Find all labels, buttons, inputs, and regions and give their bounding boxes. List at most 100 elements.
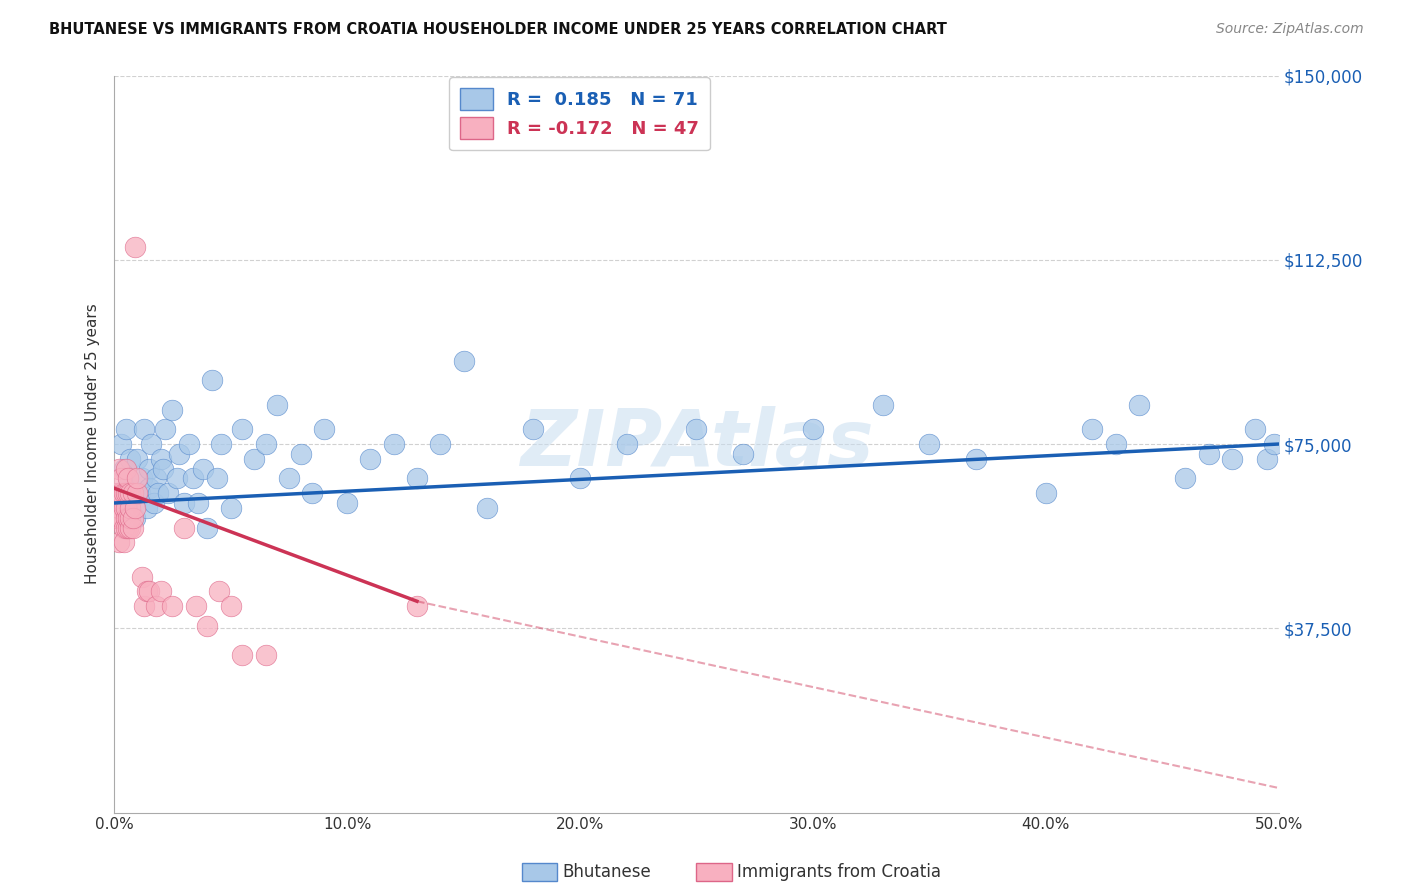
Point [162, 599, 184, 614]
Point [114, 520, 136, 534]
Point [453, 353, 475, 368]
Point [406, 599, 429, 614]
Point [135, 584, 157, 599]
Point [121, 486, 143, 500]
Point [121, 520, 143, 534]
Point [685, 422, 707, 436]
Point [135, 500, 157, 515]
Point [219, 500, 242, 515]
Point [124, 500, 146, 515]
Point [121, 510, 143, 524]
Point [382, 437, 405, 451]
Point [1128, 398, 1150, 412]
Text: ZIPAtlas: ZIPAtlas [520, 406, 873, 482]
Point [120, 520, 142, 534]
Point [114, 486, 136, 500]
Point [177, 437, 200, 451]
Point [117, 471, 139, 485]
Point [108, 486, 131, 500]
Point [1198, 447, 1220, 461]
Point [110, 437, 132, 451]
Point [114, 422, 136, 436]
Point [918, 437, 941, 451]
Point [243, 451, 266, 466]
Point [169, 447, 191, 461]
Point [965, 451, 987, 466]
Text: BHUTANESE VS IMMIGRANTS FROM CROATIA HOUSEHOLDER INCOME UNDER 25 YEARS CORRELATI: BHUTANESE VS IMMIGRANTS FROM CROATIA HOU… [49, 22, 948, 37]
Point [120, 500, 142, 515]
Point [312, 422, 335, 436]
Point [134, 422, 156, 436]
Point [138, 461, 160, 475]
Point [121, 486, 143, 500]
Point [231, 422, 253, 436]
Point [120, 486, 142, 500]
Point [1263, 437, 1285, 451]
Point [108, 500, 131, 515]
Point [124, 240, 146, 254]
Point [406, 471, 429, 485]
Point [112, 500, 135, 515]
Point [205, 471, 228, 485]
Point [142, 496, 165, 510]
Y-axis label: Householder Income Under 25 years: Householder Income Under 25 years [86, 303, 100, 584]
Point [152, 461, 174, 475]
Point [184, 599, 207, 614]
Point [173, 496, 195, 510]
Point [336, 496, 359, 510]
Point [162, 402, 184, 417]
Point [105, 486, 128, 500]
Point [195, 619, 218, 633]
Point [141, 437, 163, 451]
Point [127, 451, 149, 466]
Point [117, 486, 139, 500]
Point [201, 373, 224, 387]
Text: Bhutanese: Bhutanese [562, 863, 651, 881]
Point [134, 599, 156, 614]
Point [138, 584, 160, 599]
Point [173, 520, 195, 534]
Point [114, 510, 136, 524]
Point [114, 500, 136, 515]
Point [801, 422, 824, 436]
Legend: R =  0.185   N = 71, R = -0.172   N = 47: R = 0.185 N = 71, R = -0.172 N = 47 [450, 78, 710, 150]
Point [266, 398, 288, 412]
Point [208, 584, 231, 599]
Point [112, 535, 135, 549]
Point [219, 599, 242, 614]
Point [254, 648, 277, 663]
Point [128, 486, 150, 500]
Point [131, 471, 153, 485]
Point [145, 471, 167, 485]
Point [191, 461, 214, 475]
Point [1244, 422, 1267, 436]
Point [187, 496, 209, 510]
Point [522, 422, 544, 436]
Point [148, 486, 170, 500]
Point [277, 471, 299, 485]
Point [127, 486, 149, 500]
Point [110, 486, 132, 500]
Point [1256, 451, 1278, 466]
Point [105, 510, 128, 524]
Point [872, 398, 894, 412]
Point [1104, 437, 1126, 451]
Point [155, 422, 177, 436]
Point [156, 486, 179, 500]
Point [112, 520, 135, 534]
Point [110, 471, 132, 485]
Point [731, 447, 754, 461]
Point [131, 570, 153, 584]
Point [301, 486, 323, 500]
Text: Source: ZipAtlas.com: Source: ZipAtlas.com [1216, 22, 1364, 37]
Point [254, 437, 277, 451]
Point [124, 510, 146, 524]
Point [195, 520, 218, 534]
Point [475, 500, 498, 515]
Point [117, 520, 139, 534]
Point [112, 461, 135, 475]
Point [616, 437, 638, 451]
Point [183, 471, 205, 485]
Point [568, 471, 591, 485]
Point [231, 648, 253, 663]
